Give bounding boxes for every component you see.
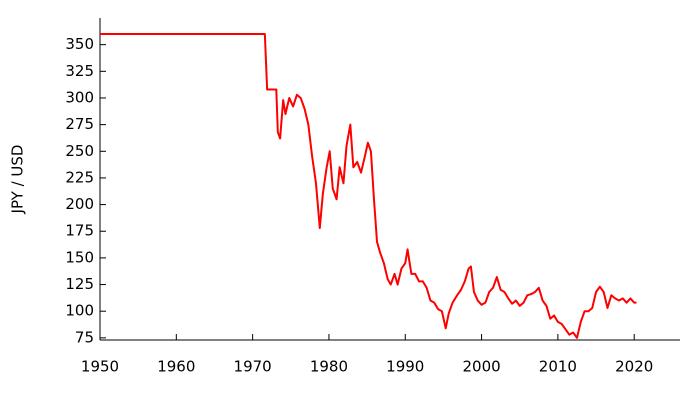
- y-tick-label: 200: [65, 195, 94, 213]
- x-tick-label: 2010: [539, 358, 577, 376]
- y-tick-label: 225: [65, 168, 94, 186]
- x-tick-label: 1990: [386, 358, 424, 376]
- x-tick-label: 1960: [157, 358, 195, 376]
- line: [100, 32, 637, 339]
- x-tick-label: 2020: [615, 358, 653, 376]
- x-tick-label: 2000: [462, 358, 500, 376]
- y-tick-label: 325: [65, 62, 94, 80]
- y-tick-label: 75: [75, 328, 94, 346]
- y-tick-label: 125: [65, 275, 94, 293]
- x-tick-label: 1980: [310, 358, 348, 376]
- y-tick-label: 350: [65, 35, 94, 53]
- y-tick-label: 275: [65, 115, 94, 133]
- y-axis-label: JPY / USD: [9, 145, 27, 215]
- y-tick-label: 100: [65, 302, 94, 320]
- y-tick-label: 300: [65, 88, 94, 106]
- x-tick-label: 1950: [81, 358, 119, 376]
- y-tick-label: 150: [65, 248, 94, 266]
- y-tick-label: 175: [65, 222, 94, 240]
- x-tick-label: 1970: [234, 358, 272, 376]
- y-tick-label: 250: [65, 142, 94, 160]
